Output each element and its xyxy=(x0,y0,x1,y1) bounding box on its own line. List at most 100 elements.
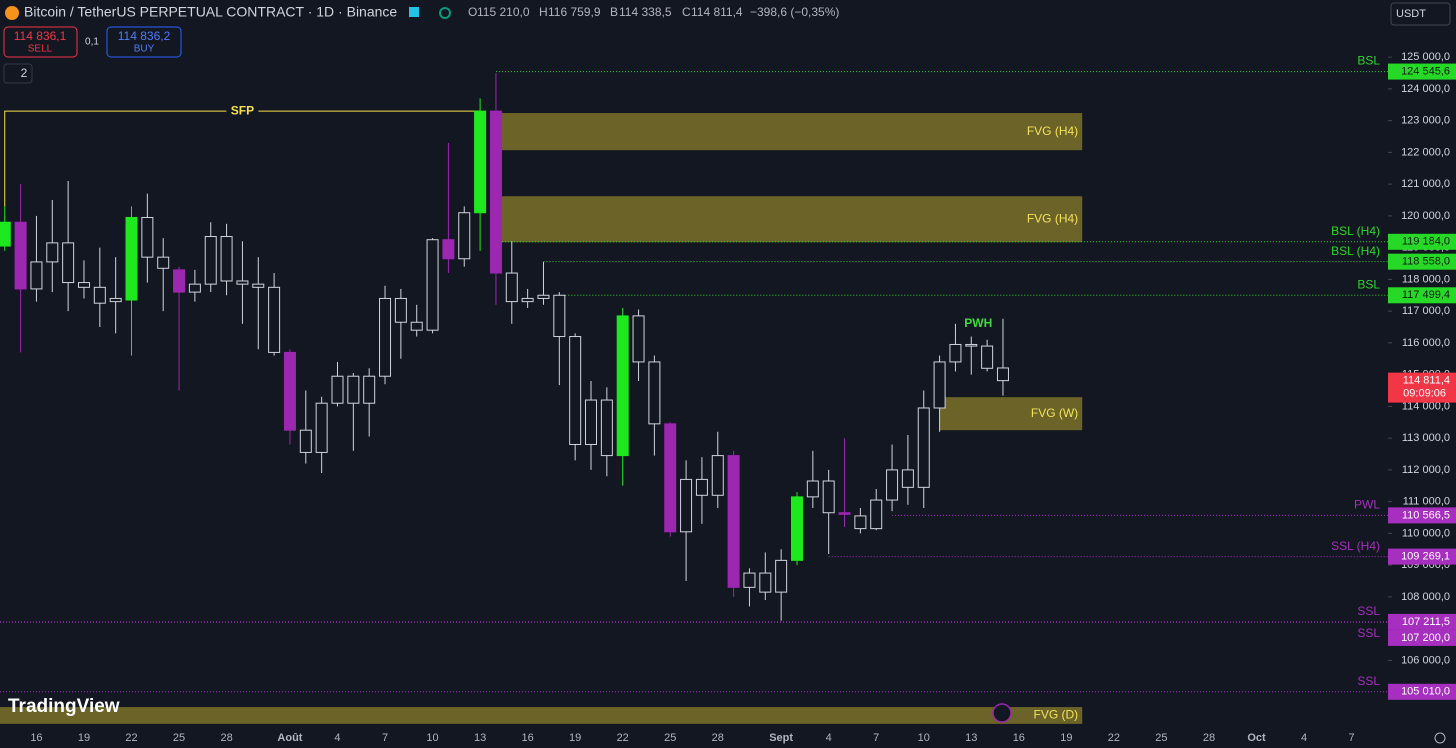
level-tag xyxy=(1388,233,1456,250)
fvg-zone xyxy=(0,707,1083,724)
candle-body xyxy=(157,256,170,269)
indicator-count: 2 xyxy=(21,66,28,80)
candle-body xyxy=(854,515,867,530)
level-label: BSL xyxy=(1357,54,1380,68)
y-tick-label: 123 000,0 xyxy=(1401,115,1450,127)
currency-button[interactable] xyxy=(1390,2,1451,26)
level-tag-label: 109 269,1 xyxy=(1401,550,1450,562)
level-label: BSL (H4) xyxy=(1331,224,1380,238)
level-tag xyxy=(1388,507,1456,524)
ohlc-value: 114 338,5 xyxy=(619,5,672,19)
candle-body xyxy=(489,110,502,274)
x-tick-label: 28 xyxy=(220,732,232,744)
fvg-zone xyxy=(939,397,1083,431)
candle-body xyxy=(315,402,328,453)
candle-body xyxy=(901,469,914,488)
fvg-label: FVG (H4) xyxy=(1027,211,1078,225)
level-tag xyxy=(1388,287,1456,304)
ohlc-value: 116 759,9 xyxy=(548,5,601,19)
y-tick-label: 118 000,0 xyxy=(1402,273,1450,285)
currency: USDT xyxy=(1396,8,1426,20)
y-tick-label: 121 000,0 xyxy=(1401,178,1450,190)
coin-icon xyxy=(5,6,19,20)
y-tick-label: 110 000,0 xyxy=(1402,527,1450,539)
fvg-zone xyxy=(495,196,1083,243)
candle-body xyxy=(505,272,518,303)
x-tick-label: 28 xyxy=(1203,732,1215,744)
symbol-title: Bitcoin / TetherUS PERPETUAL CONTRACT · … xyxy=(24,4,397,20)
ohlc-key: O xyxy=(468,5,477,19)
sell-button[interactable] xyxy=(3,26,78,58)
sfp-label-bg xyxy=(226,103,259,120)
candle-body xyxy=(363,375,376,404)
y-tick-label: 120 000,0 xyxy=(1401,210,1450,222)
candle-body xyxy=(77,282,90,288)
x-tick-label: 16 xyxy=(1013,732,1025,744)
level-tag-label: 110 566,5 xyxy=(1402,509,1450,521)
candle-body xyxy=(283,351,296,431)
candle-body xyxy=(600,399,613,457)
candle-body xyxy=(695,478,708,496)
level-tag xyxy=(1388,63,1456,80)
candle-body xyxy=(664,423,677,533)
candle-body xyxy=(521,297,534,303)
candle-body xyxy=(822,480,835,514)
settings-icon[interactable] xyxy=(1434,732,1446,744)
y-tick-label: 114 000,0 xyxy=(1402,400,1450,412)
candle-body xyxy=(965,343,978,347)
level-tag-label: 124 545,6 xyxy=(1401,65,1450,77)
y-tick-label: 124 000,0 xyxy=(1401,83,1450,95)
level-label: BSL (H4) xyxy=(1331,244,1380,258)
logo: TradingView xyxy=(8,696,120,717)
candle-body xyxy=(917,407,930,488)
candle-body xyxy=(220,236,233,282)
y-tick-label: 122 000,0 xyxy=(1401,146,1450,158)
candle-body xyxy=(410,321,423,331)
countdown: 09:09:06 xyxy=(1403,388,1446,400)
candle-body xyxy=(188,283,201,293)
last-price: 114 811,4 xyxy=(1403,375,1450,387)
candle-body xyxy=(426,239,439,331)
candle-body xyxy=(46,242,59,263)
buy-button[interactable] xyxy=(106,26,182,58)
indicator-toggle[interactable] xyxy=(3,63,33,84)
candle-body xyxy=(981,345,994,369)
level-tag-label: 105 010,0 xyxy=(1401,686,1450,698)
level-tag-label: 107 200,0 xyxy=(1401,632,1450,644)
candle-body xyxy=(236,280,249,285)
level-tag-label: 107 211,5 xyxy=(1402,616,1450,628)
candle-body xyxy=(680,478,693,533)
level-tag xyxy=(1388,613,1456,630)
x-tick-label: Sept xyxy=(769,732,793,744)
candle-body xyxy=(996,367,1009,382)
x-tick-label: 4 xyxy=(826,732,832,744)
y-tick-label: 112 000,0 xyxy=(1402,464,1450,476)
x-tick-label: 22 xyxy=(125,732,137,744)
x-tick-label: 10 xyxy=(918,732,930,744)
candle-body xyxy=(14,221,27,290)
level-tag xyxy=(1388,253,1456,270)
x-tick-label: 13 xyxy=(474,732,486,744)
x-tick-label: 25 xyxy=(1155,732,1167,744)
flag[interactable] xyxy=(409,7,419,17)
candle-body xyxy=(553,294,566,338)
candle-body xyxy=(0,221,11,247)
y-tick-label: 116 000,0 xyxy=(1402,337,1450,349)
level-label: PWL xyxy=(1354,498,1380,512)
sfp-line xyxy=(4,110,481,207)
candle-body xyxy=(616,315,629,457)
candle-body xyxy=(93,286,106,304)
candle-body xyxy=(442,239,455,260)
candle-body xyxy=(569,336,582,445)
x-tick-label: 19 xyxy=(78,732,90,744)
level-tag-label: 118 558,0 xyxy=(1402,256,1450,268)
spread: 0,1 xyxy=(85,37,99,48)
candle-body xyxy=(949,343,962,363)
candle-body xyxy=(394,297,407,323)
candle-body xyxy=(886,469,899,501)
alert-icon[interactable] xyxy=(992,703,1012,723)
time-axis xyxy=(0,728,1388,748)
